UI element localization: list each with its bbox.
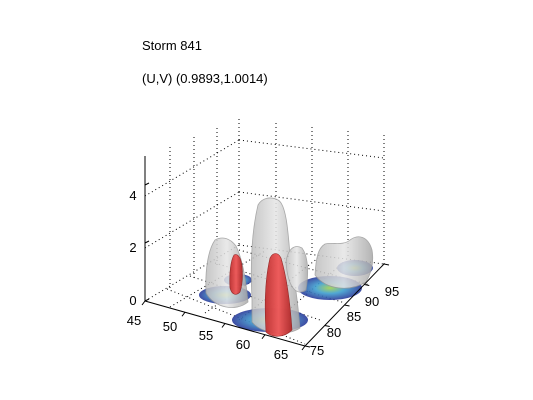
y-tick-label: 80 [327,325,341,340]
y-tick-label: 95 [385,284,399,299]
z-tick-label: 4 [129,188,136,203]
y-tick-mark [344,304,350,307]
x-tick-mark [181,311,186,317]
z-tick-labels: 0 2 4 [129,188,136,308]
z-tick-label: 0 [129,293,136,308]
y-tick-mark [383,263,390,266]
y-tick-mark [304,345,311,348]
z-tick-mark [144,298,150,302]
y-tick-label: 85 [347,309,361,324]
z-tick-mark [144,240,150,244]
x-tick-labels: 45 50 55 60 65 [127,313,288,362]
z-tick-mark [144,182,150,186]
chart-title: Storm 841 [142,38,202,53]
x-tick-label: 55 [199,328,213,343]
y-tick-label: 90 [365,294,379,309]
x-tick-mark [141,300,146,306]
y-tick-mark [324,325,330,327]
x-tick-label: 65 [274,347,288,362]
tick-marks [141,182,390,351]
inner-isosurface [229,253,293,337]
z-tick-label: 2 [129,240,136,255]
x-tick-mark [301,345,306,351]
chart-subtitle: (U,V) (0.9893,1.0014) [142,71,268,86]
x-tick-mark [261,334,266,340]
x-tick-label: 50 [163,319,177,334]
x-tick-mark [221,323,226,328]
x-tick-label: 45 [127,313,141,328]
y-tick-label: 75 [310,343,324,358]
y-tick-labels: 75 80 85 90 95 [310,284,399,358]
y-tick-mark [364,284,370,286]
x-tick-label: 60 [236,337,250,352]
